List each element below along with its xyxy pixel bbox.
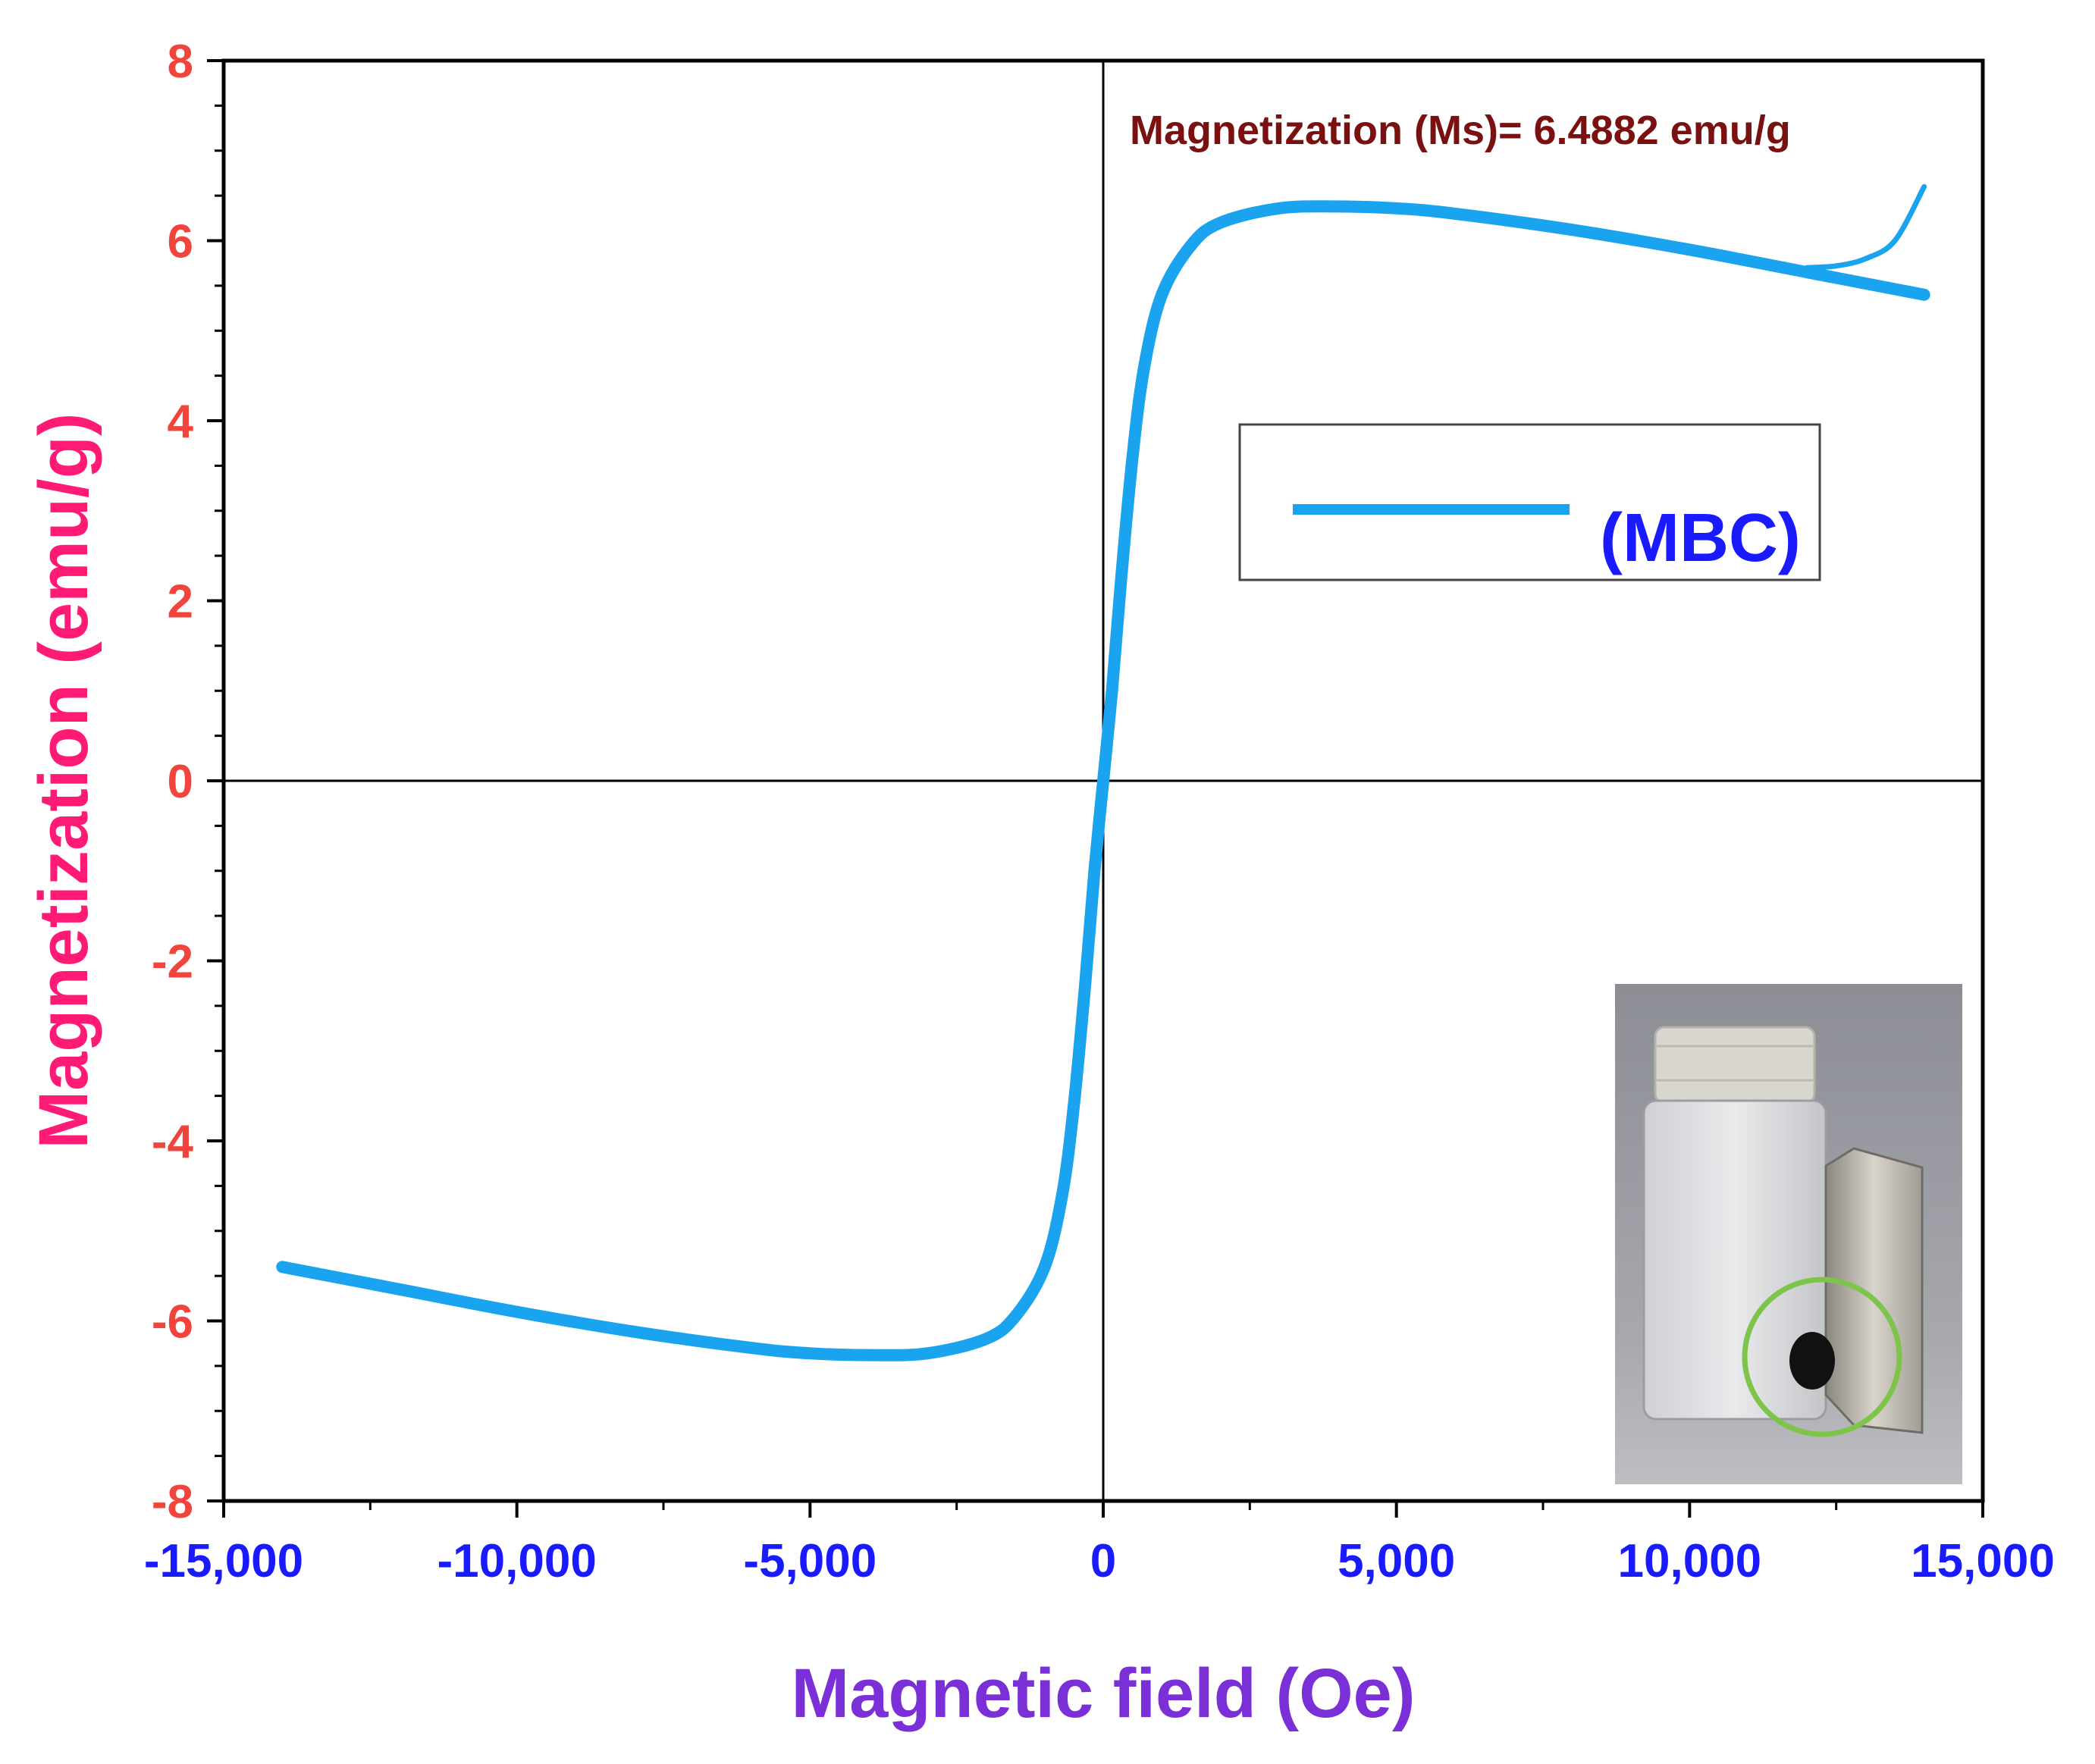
y-tick-label: 6 — [168, 216, 193, 268]
vial-with-magnet-photo-icon — [1615, 984, 1962, 1484]
x-axis-ticks: -15,000 -10,000 -5,000 0 5,000 10,000 15,000 — [144, 1501, 2055, 1587]
legend-label: (MBC) — [1600, 500, 1801, 576]
y-axis-ticks: -8 -6 -4 -2 0 2 4 6 8 — [152, 36, 224, 1528]
x-tick-label: -10,000 — [438, 1535, 597, 1587]
x-tick-label: 15,000 — [1911, 1535, 2055, 1587]
y-tick-label: 2 — [168, 576, 193, 628]
y-tick-label: 8 — [168, 36, 193, 88]
y-tick-label: -6 — [152, 1296, 193, 1349]
x-tick-label: -5,000 — [743, 1535, 877, 1587]
x-tick-label: 5,000 — [1338, 1535, 1455, 1587]
y-tick-label: -8 — [152, 1476, 193, 1528]
saturation-annotation: Magnetization (Ms)= 6.4882 emu/g — [1130, 108, 1791, 153]
x-tick-label: 10,000 — [1618, 1535, 1762, 1587]
y-tick-label: 4 — [168, 396, 194, 448]
series-line-mbc-branch-1 — [1804, 183, 1927, 271]
x-tick-label: 0 — [1090, 1535, 1116, 1587]
y-tick-label: -4 — [152, 1116, 194, 1168]
series-layer — [276, 183, 1930, 1361]
legend: (MBC) — [1238, 423, 1821, 581]
series-line-mbc — [276, 200, 1930, 1361]
y-axis-title: Magnetization (emu/g) — [25, 412, 102, 1148]
legend-box — [1238, 423, 1821, 581]
x-tick-label: -15,000 — [144, 1535, 303, 1587]
y-tick-label: -2 — [152, 936, 193, 989]
x-axis-title: Magnetic field (Oe) — [792, 1655, 1416, 1732]
y-tick-label: 0 — [168, 756, 193, 808]
